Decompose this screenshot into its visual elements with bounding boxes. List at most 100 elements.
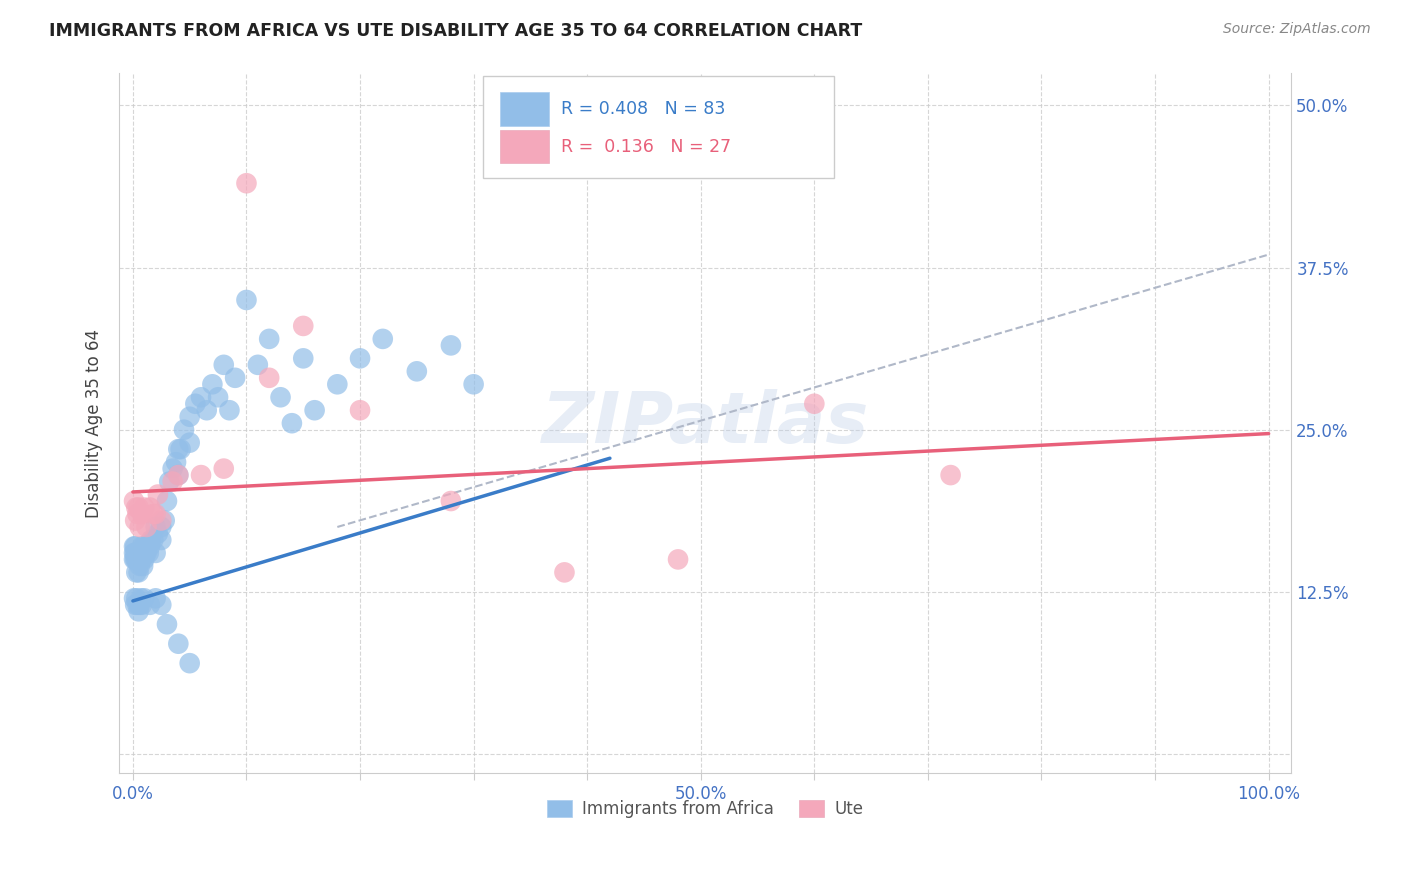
Point [190,468,212,483]
Point [162,475,184,489]
Point [129,546,152,560]
Text: Source: ZipAtlas.com: Source: ZipAtlas.com [1223,22,1371,37]
Point [153,514,176,528]
Point [179,409,201,424]
Point [127,552,149,566]
Point [207,390,229,404]
Point [405,364,427,378]
Point [128,546,150,560]
Point [132,546,155,560]
Point [122,591,145,606]
Point [167,468,190,483]
Point [190,390,212,404]
Point [124,598,146,612]
Point [666,552,689,566]
Point [128,552,150,566]
FancyBboxPatch shape [501,129,550,163]
Point [463,377,485,392]
Point [134,591,156,606]
Text: R = 0.408   N = 83: R = 0.408 N = 83 [561,100,725,118]
Point [326,377,349,392]
Point [122,546,145,560]
Point [134,500,156,515]
Point [150,598,173,612]
Point [270,390,292,404]
Point [131,507,153,521]
Point [224,371,246,385]
Point [146,487,169,501]
Point [292,351,315,366]
Point [145,546,167,560]
Point [125,552,148,566]
Point [129,552,152,566]
Point [122,552,145,566]
Point [169,442,191,457]
Point [145,507,167,521]
Point [134,546,156,560]
Point [167,442,190,457]
Point [127,598,149,612]
Point [235,293,257,307]
Point [257,371,280,385]
Point [131,552,153,566]
Point [281,416,304,430]
Point [349,403,371,417]
Point [125,546,148,560]
Point [440,494,463,508]
Point [553,566,575,580]
Point [142,507,165,521]
Text: IMMIGRANTS FROM AFRICA VS UTE DISABILITY AGE 35 TO 64 CORRELATION CHART: IMMIGRANTS FROM AFRICA VS UTE DISABILITY… [49,22,862,40]
Point [128,598,150,612]
Point [165,455,187,469]
Point [257,332,280,346]
Point [128,566,150,580]
Point [139,598,162,612]
Point [135,546,157,560]
Point [304,403,326,417]
Point [349,351,371,366]
Point [803,397,825,411]
Point [139,540,162,554]
Point [179,435,201,450]
Point [150,514,173,528]
Point [135,520,157,534]
Point [235,176,257,190]
Point [157,475,180,489]
Point [212,358,235,372]
Point [139,500,162,515]
Point [134,540,156,554]
Point [145,591,167,606]
Point [124,540,146,554]
FancyBboxPatch shape [501,92,550,126]
Point [167,468,190,483]
Point [201,377,224,392]
Point [138,546,160,560]
Point [129,591,152,606]
Point [125,566,148,580]
Point [145,520,167,534]
Text: ZIPatlas: ZIPatlas [541,389,869,458]
Point [142,533,165,547]
Point [184,397,207,411]
Point [131,598,153,612]
FancyBboxPatch shape [482,77,834,178]
Point [162,461,184,475]
Point [371,332,394,346]
Point [128,558,150,573]
Point [134,552,156,566]
Point [132,558,155,573]
Point [156,617,179,632]
Point [292,318,315,333]
Point [124,546,146,560]
Point [127,507,149,521]
Text: R =  0.136   N = 27: R = 0.136 N = 27 [561,137,731,155]
Point [136,540,159,554]
Point [195,403,218,417]
Legend: Immigrants from Africa, Ute: Immigrants from Africa, Ute [541,793,870,824]
Point [150,520,173,534]
Point [150,533,173,547]
Point [128,546,150,560]
Point [218,403,240,417]
Point [139,533,162,547]
Point [127,546,149,560]
